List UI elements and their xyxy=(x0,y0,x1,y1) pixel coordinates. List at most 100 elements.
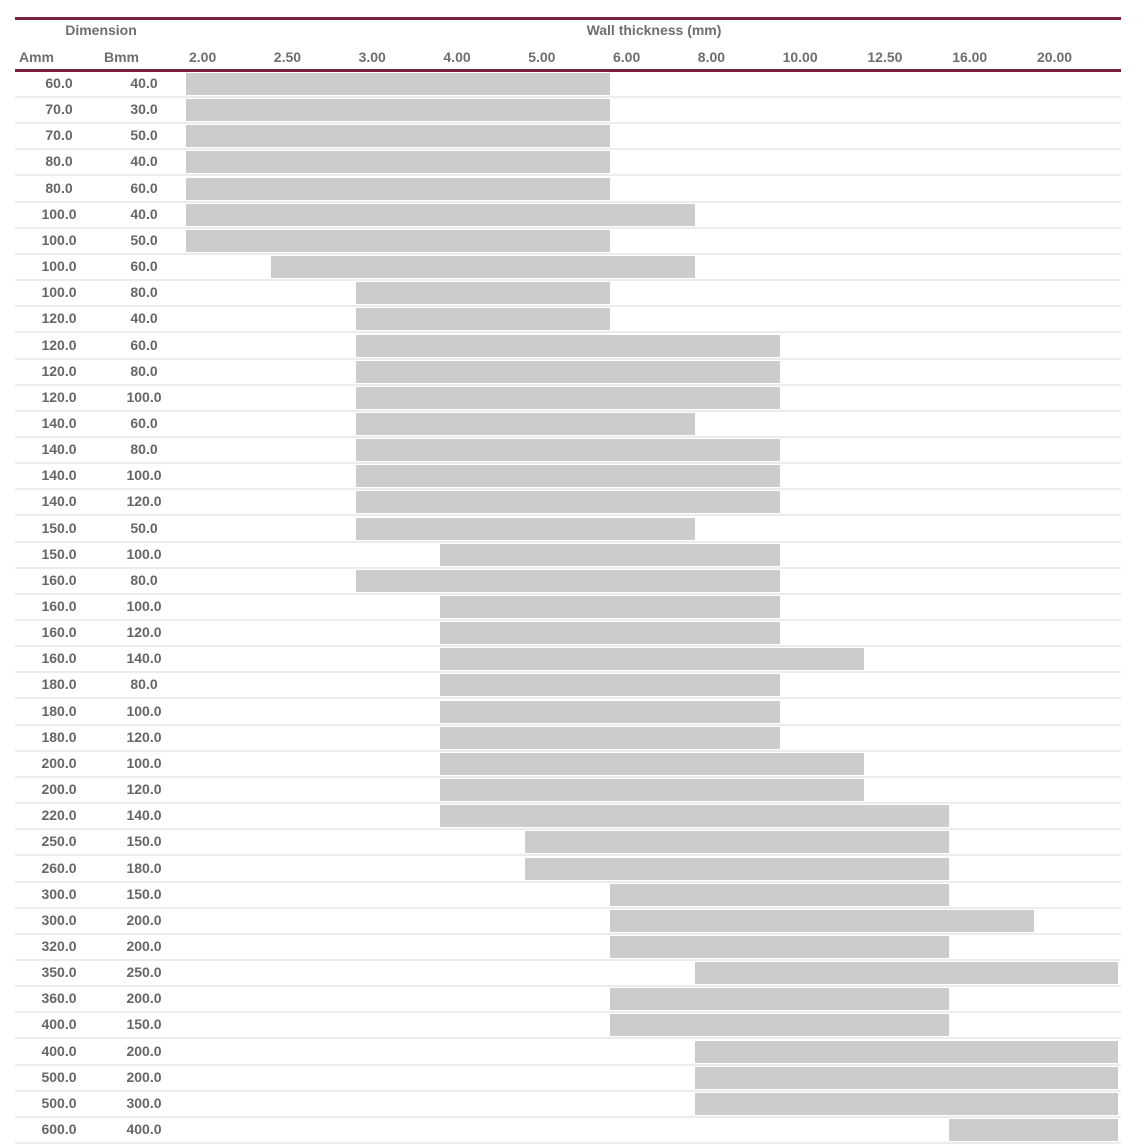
availability-bar xyxy=(694,962,1118,985)
dimension-a-value: 350.0 xyxy=(41,964,77,981)
table-row: 100.0 40.0 xyxy=(15,203,1121,229)
dimension-b-value: 30.0 xyxy=(130,101,158,118)
row-divider xyxy=(15,383,1121,386)
availability-bar xyxy=(270,256,695,279)
availability-bar xyxy=(186,229,610,252)
table-row: 140.0 80.0 xyxy=(15,438,1121,465)
row-divider xyxy=(15,645,1121,648)
dimension-b-value: 300.0 xyxy=(126,1094,162,1111)
availability-bar xyxy=(440,726,780,749)
availability-bar xyxy=(694,1092,1118,1115)
row-divider xyxy=(15,880,1121,883)
table-row: 160.0 140.0 xyxy=(15,647,1121,674)
table-row: 300.0 200.0 xyxy=(15,909,1121,935)
availability-bar xyxy=(186,203,695,226)
table-row: 70.0 50.0 xyxy=(15,124,1121,151)
table-row: 120.0 60.0 xyxy=(15,334,1121,360)
availability-bar xyxy=(186,177,610,200)
thickness-column-header: 20.00 xyxy=(1037,49,1073,65)
row-divider xyxy=(15,828,1121,831)
table-row: 120.0 100.0 xyxy=(15,386,1121,412)
dimension-b-value: 100.0 xyxy=(126,754,162,771)
dimension-b-value: 100.0 xyxy=(126,545,162,562)
row-divider xyxy=(15,1089,1121,1092)
row-divider xyxy=(15,958,1121,961)
row-divider xyxy=(15,802,1121,805)
dimension-a-value: 160.0 xyxy=(41,624,77,641)
wall-thickness-table: Dimension Wall thickness (mm) Amm Bmm 2.… xyxy=(15,0,1121,1144)
dimension-b-value: 60.0 xyxy=(130,258,158,275)
table-row: 350.0 250.0 xyxy=(15,961,1121,988)
table-row: 600.0 400.0 xyxy=(15,1118,1121,1144)
row-divider xyxy=(15,148,1121,151)
dimension-b-value: 50.0 xyxy=(130,127,158,144)
dimension-b-value: 40.0 xyxy=(130,205,158,222)
dimension-b-value: 80.0 xyxy=(130,676,158,693)
dimension-b-value: 200.0 xyxy=(126,937,162,954)
dimension-a-value: 80.0 xyxy=(45,153,73,170)
row-divider xyxy=(15,488,1121,491)
row-divider xyxy=(15,200,1121,203)
row-divider xyxy=(15,906,1121,909)
availability-bar xyxy=(610,1014,950,1037)
dimension-a-value: 120.0 xyxy=(41,362,77,379)
availability-bar xyxy=(949,1119,1118,1141)
row-divider xyxy=(15,540,1121,543)
availability-bar xyxy=(355,282,610,305)
availability-bar xyxy=(355,569,780,592)
dimension-a-value: 70.0 xyxy=(45,101,73,118)
table-row: 160.0 120.0 xyxy=(15,621,1121,648)
dimension-heading: Dimension xyxy=(65,22,137,38)
availability-bar xyxy=(610,988,950,1011)
row-divider xyxy=(15,1115,1121,1118)
availability-bar xyxy=(440,648,865,671)
table-row: 500.0 200.0 xyxy=(15,1066,1121,1092)
availability-bar xyxy=(355,308,610,331)
table-row: 100.0 80.0 xyxy=(15,281,1121,308)
dimension-a-value: 120.0 xyxy=(41,336,77,353)
dimension-a-value: 250.0 xyxy=(41,833,77,850)
table-row: 220.0 140.0 xyxy=(15,804,1121,831)
dimension-b-value: 120.0 xyxy=(126,493,162,510)
table-row: 320.0 200.0 xyxy=(15,935,1121,961)
row-divider xyxy=(15,566,1121,569)
table-row: 120.0 40.0 xyxy=(15,307,1121,334)
availability-bar xyxy=(355,334,780,357)
table-row: 300.0 150.0 xyxy=(15,883,1121,909)
availability-bar xyxy=(186,125,610,148)
row-divider xyxy=(15,985,1121,988)
availability-bar xyxy=(525,857,950,880)
table-row: 100.0 60.0 xyxy=(15,255,1121,282)
dimension-a-value: 150.0 xyxy=(41,519,77,536)
dimension-b-value: 80.0 xyxy=(130,284,158,301)
dimension-a-value: 400.0 xyxy=(41,1042,77,1059)
row-divider xyxy=(15,854,1121,857)
dimension-b-value: 120.0 xyxy=(126,624,162,641)
dimension-a-value: 200.0 xyxy=(41,754,77,771)
row-divider xyxy=(15,697,1121,700)
table-row: 200.0 100.0 xyxy=(15,752,1121,778)
dimension-b-value: 100.0 xyxy=(126,388,162,405)
availability-bar xyxy=(440,674,780,697)
dimension-b-value: 200.0 xyxy=(126,1042,162,1059)
availability-bar xyxy=(440,752,865,775)
thickness-column-header: 10.00 xyxy=(782,49,818,65)
dimension-a-value: 160.0 xyxy=(41,650,77,667)
availability-bar xyxy=(186,99,610,122)
dimension-b-value: 60.0 xyxy=(130,336,158,353)
table-row: 200.0 120.0 xyxy=(15,778,1121,805)
dimension-b-value: 100.0 xyxy=(126,467,162,484)
dimension-a-value: 120.0 xyxy=(41,310,77,327)
thickness-column-header: 4.00 xyxy=(443,49,471,65)
row-divider xyxy=(15,671,1121,674)
dimension-a-value: 100.0 xyxy=(41,284,77,301)
dimension-b-value: 250.0 xyxy=(126,964,162,981)
dimension-a-value: 260.0 xyxy=(41,859,77,876)
dimension-b-value: 200.0 xyxy=(126,911,162,928)
availability-bar xyxy=(694,1040,1118,1063)
table-row: 180.0 120.0 xyxy=(15,726,1121,752)
dimension-b-value: 140.0 xyxy=(126,650,162,667)
table-row: 180.0 100.0 xyxy=(15,700,1121,726)
availability-bar xyxy=(525,831,950,854)
dimension-b-value: 80.0 xyxy=(130,441,158,458)
